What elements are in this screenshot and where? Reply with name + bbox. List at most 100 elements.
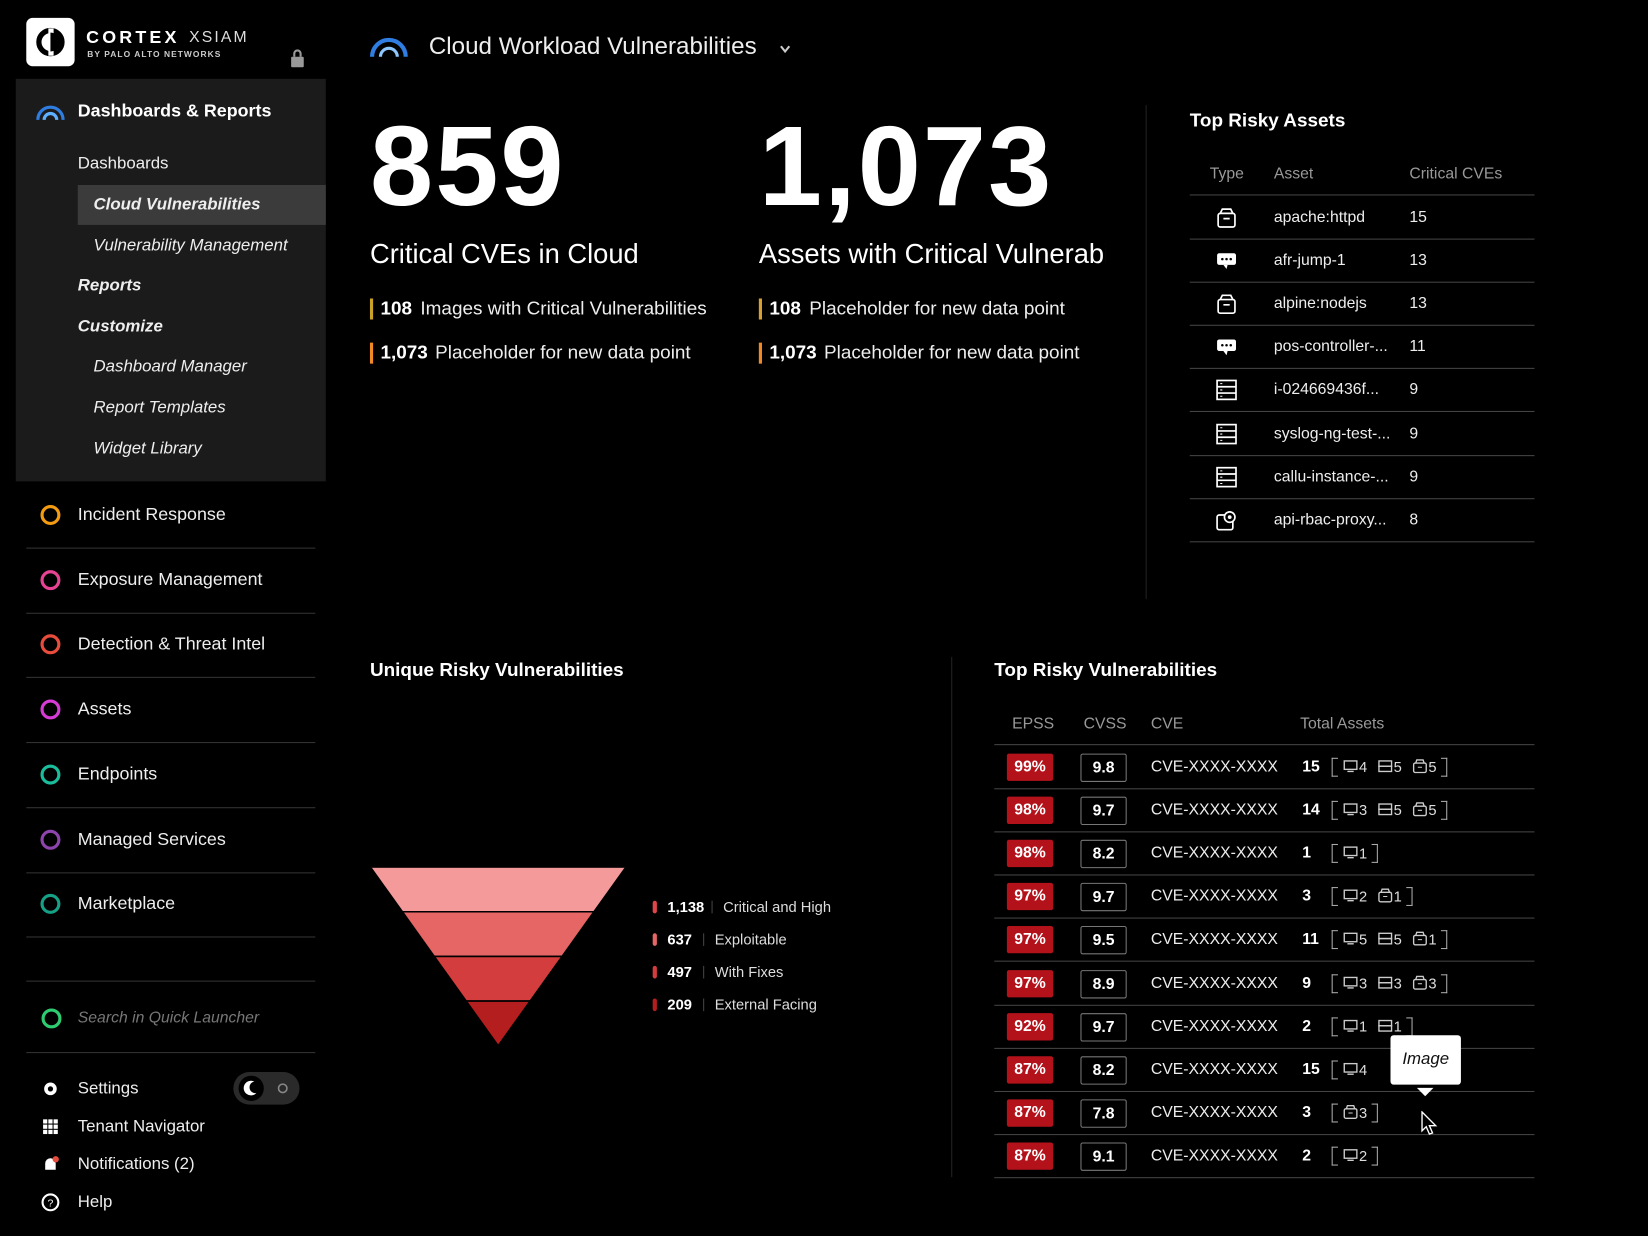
column-header: Type bbox=[1209, 165, 1244, 183]
section-title[interactable]: Dashboards & Reports bbox=[77, 100, 272, 121]
asset-count: 3 bbox=[1428, 974, 1437, 992]
widget-title: Top Risky Assets bbox=[1189, 109, 1346, 131]
divider bbox=[1189, 194, 1535, 196]
icon-shape bbox=[41, 1008, 62, 1029]
cvss-badge: 9.7 bbox=[1080, 1012, 1127, 1042]
nav-icon bbox=[38, 567, 63, 592]
asset-name[interactable]: api-rbac-proxy... bbox=[1273, 510, 1387, 529]
icon-shape bbox=[369, 37, 408, 57]
column-header: Critical CVEs bbox=[1409, 165, 1503, 183]
page-title[interactable]: Cloud Workload Vulnerabilities bbox=[428, 31, 757, 60]
asset-count: 1 bbox=[1358, 844, 1368, 862]
bracket bbox=[1371, 844, 1378, 864]
icon-shape bbox=[50, 32, 60, 52]
divider bbox=[994, 744, 1535, 746]
cve-id[interactable]: CVE-XXXX-XXXX bbox=[1150, 1060, 1278, 1079]
cve-id[interactable]: CVE-XXXX-XXXX bbox=[1150, 973, 1278, 992]
search-input[interactable]: Search in Quick Launcher bbox=[77, 1008, 260, 1027]
nav-subitem[interactable]: Vulnerability Management bbox=[93, 236, 288, 255]
cvss-value: 9.5 bbox=[1092, 931, 1115, 950]
icon-shape bbox=[1217, 212, 1236, 228]
nav-subitem[interactable]: Widget Library bbox=[93, 439, 202, 458]
nav-item[interactable]: Assets bbox=[77, 698, 132, 719]
icon-shape bbox=[40, 894, 61, 915]
nav-group[interactable]: Reports bbox=[77, 277, 142, 296]
icon-shape bbox=[1216, 380, 1237, 401]
icon-shape bbox=[1216, 423, 1237, 444]
icon-shape bbox=[48, 1119, 53, 1124]
cve-id[interactable]: CVE-XXXX-XXXX bbox=[1150, 1016, 1278, 1035]
nav-item[interactable]: Exposure Management bbox=[77, 569, 263, 590]
cve-id[interactable]: CVE-XXXX-XXXX bbox=[1150, 800, 1278, 819]
icon-shape bbox=[1378, 976, 1393, 983]
nav-subitem[interactable]: Dashboard Manager bbox=[93, 358, 247, 377]
icon-shape bbox=[43, 1119, 58, 1135]
icon-shape bbox=[1421, 1110, 1438, 1135]
kpi-detail-label: Images with Critical Vulnerabilities bbox=[420, 297, 707, 319]
nav-item[interactable]: Managed Services bbox=[77, 828, 226, 849]
icon-shape bbox=[53, 1119, 58, 1124]
cvss-value: 8.2 bbox=[1092, 845, 1115, 864]
asset-name[interactable]: pos-controller-... bbox=[1273, 337, 1388, 356]
icon-shape bbox=[1378, 765, 1393, 773]
cve-id[interactable]: CVE-XXXX-XXXX bbox=[1150, 887, 1278, 906]
footer-item[interactable]: Notifications (2) bbox=[77, 1155, 195, 1174]
footer-item[interactable]: Tenant Navigator bbox=[77, 1117, 205, 1136]
divider bbox=[994, 917, 1535, 919]
footer-item[interactable]: Settings bbox=[77, 1079, 139, 1098]
theme-toggle[interactable] bbox=[233, 1072, 300, 1105]
icon-shape bbox=[40, 894, 61, 915]
funnel bbox=[368, 866, 628, 1048]
asset-kind-icon bbox=[1412, 975, 1428, 990]
nav-item[interactable]: Incident Response bbox=[77, 504, 226, 525]
total-assets: 14 bbox=[1302, 800, 1320, 819]
cve-id[interactable]: CVE-XXXX-XXXX bbox=[1150, 1146, 1278, 1165]
kpi-detail-label: Placeholder for new data point bbox=[435, 341, 691, 363]
nav-item[interactable]: Endpoints bbox=[77, 763, 158, 784]
asset-name[interactable]: syslog-ng-test-... bbox=[1273, 424, 1391, 442]
nav-subitem[interactable]: Report Templates bbox=[93, 398, 226, 417]
asset-name[interactable]: i-024669436f... bbox=[1273, 380, 1380, 399]
icon-shape bbox=[1216, 423, 1237, 444]
bracket bbox=[1331, 930, 1338, 950]
cve-id[interactable]: CVE-XXXX-XXXX bbox=[1150, 930, 1278, 949]
icon-shape bbox=[368, 866, 628, 913]
asset-kind-icon bbox=[1343, 802, 1358, 817]
legend-sep bbox=[703, 933, 705, 946]
bracket bbox=[1371, 1103, 1378, 1123]
icon-shape bbox=[1380, 888, 1391, 893]
divider bbox=[994, 1090, 1535, 1092]
icon-shape bbox=[1343, 1149, 1358, 1161]
nav-icon bbox=[38, 632, 63, 657]
nav-item[interactable]: Detection & Threat Intel bbox=[77, 633, 266, 654]
cve-id[interactable]: CVE-XXXX-XXXX bbox=[1150, 1103, 1278, 1122]
bracket bbox=[1331, 844, 1338, 864]
bracket bbox=[1331, 1016, 1338, 1036]
icon-shape bbox=[42, 111, 59, 121]
nav-subitem[interactable]: Cloud Vulnerabilities bbox=[93, 195, 261, 214]
cve-id[interactable]: CVE-XXXX-XXXX bbox=[1150, 757, 1278, 776]
nav-group[interactable]: Customize bbox=[77, 317, 163, 336]
nav-group[interactable]: Dashboards bbox=[77, 154, 169, 173]
mouse-cursor bbox=[1421, 1110, 1438, 1136]
icon-shape bbox=[1345, 1104, 1356, 1109]
cvss-badge: 8.9 bbox=[1080, 969, 1127, 998]
icon-shape bbox=[52, 1156, 59, 1163]
icon-shape: ? bbox=[41, 1193, 60, 1212]
icon-shape bbox=[1219, 294, 1234, 301]
asset-type-icon bbox=[1215, 422, 1238, 445]
cve-id[interactable]: CVE-XXXX-XXXX bbox=[1150, 844, 1278, 863]
asset-name[interactable]: apache:httpd bbox=[1273, 208, 1366, 226]
epss-value: 87% bbox=[1014, 1146, 1046, 1165]
asset-name[interactable]: alpine:nodejs bbox=[1273, 294, 1367, 313]
legend-swatch bbox=[652, 900, 657, 914]
asset-name[interactable]: afr-jump-1 bbox=[1273, 251, 1346, 270]
asset-kind-icon bbox=[1378, 1018, 1393, 1033]
footer-item[interactable]: Help bbox=[77, 1193, 113, 1212]
icon-shape bbox=[43, 1119, 48, 1124]
icon-shape bbox=[53, 1129, 58, 1135]
icon-shape bbox=[45, 1156, 59, 1170]
asset-name[interactable]: callu-instance-... bbox=[1273, 467, 1389, 486]
nav-item[interactable]: Marketplace bbox=[77, 893, 176, 914]
asset-kind-icon bbox=[1378, 932, 1393, 947]
